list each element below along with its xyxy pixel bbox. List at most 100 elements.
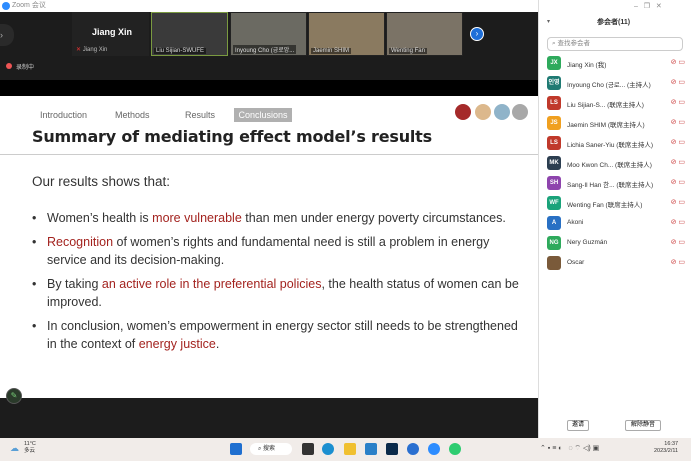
decor-dot	[455, 104, 471, 120]
participants-panel: – ❐ ✕ ▾ 参会者(11) ⌕ 查找参会者 JX Jiang Xin (我) ⊘…	[538, 0, 691, 438]
slide-tab-methods: Methods	[115, 110, 150, 120]
tile-name: Wenting Fan	[389, 48, 427, 54]
muted-mic-icon[interactable]: ⊘ ▭	[670, 239, 685, 246]
tray-icons[interactable]: ⌃ ▪ ≡ ◐ ◌ ⌔ ◁) ▣	[540, 445, 600, 452]
muted-mic-icon: ✕	[76, 47, 82, 53]
participant-row[interactable]: 인영 Inyoung Cho (긍로... (主持人) ⊘ ▭	[547, 76, 687, 92]
muted-mic-icon[interactable]: ⊘ ▭	[670, 79, 685, 86]
avatar: SH	[547, 176, 561, 190]
mail-icon[interactable]	[365, 443, 377, 455]
participant-row[interactable]: Oscar ⊘ ▭	[547, 256, 687, 272]
decor-dot	[494, 104, 510, 120]
muted-mic-icon[interactable]: ⊘ ▭	[670, 119, 685, 126]
photoshop-icon[interactable]	[386, 443, 398, 455]
participant-row[interactable]: JX Jiang Xin (我) ⊘ ▭	[547, 56, 687, 72]
edge-icon[interactable]	[322, 443, 334, 455]
taskbar-search[interactable]: ⌕ 搜索	[250, 443, 292, 455]
clock[interactable]: 16:37 2023/2/11	[654, 441, 679, 454]
taskbar: ☁ 11°C 多云 ⌕ 搜索 ⌃ ▪ ≡ ◐ ◌ ⌔ ◁) ▣ 16:37 2023…	[0, 438, 691, 461]
bullet: Women’s health is more vulnerable than m…	[32, 209, 522, 227]
wechat-icon[interactable]	[449, 443, 461, 455]
participant-row[interactable]: NG Nery Guzmán ⊘ ▭	[547, 236, 687, 252]
slide-intro: Our results shows that:	[32, 174, 171, 189]
search-input[interactable]: ⌕ 查找参会者	[547, 37, 683, 51]
video-tile[interactable]: Jaemin SHIM	[308, 12, 385, 56]
bullet: In conclusion, women’s empowerment in en…	[32, 317, 522, 353]
spacer	[0, 80, 538, 96]
participant-row[interactable]: LS Lichia Saner-Yiu (联席主持人) ⊘ ▭	[547, 136, 687, 152]
participant-name: Jiang Xin (我)	[567, 62, 607, 69]
avatar: NG	[547, 236, 561, 250]
participant-name: Jaemin SHIM (联席主持人)	[567, 122, 645, 129]
tile-name: Inyoung Cho (긍로앙...	[233, 45, 297, 54]
slide-tab-conclusions: Conclusions	[234, 108, 292, 122]
zoom-logo-icon	[2, 2, 10, 10]
avatar: JX	[547, 56, 561, 70]
speaker-name: Jiang Xin	[92, 27, 133, 37]
participant-name: Moo Kwon Ch... (联席主持人)	[567, 162, 652, 169]
recording-status: 录制中	[16, 65, 35, 71]
participant-name: Nery Guzmán	[567, 239, 608, 246]
app-icon[interactable]	[407, 443, 419, 455]
muted-mic-icon[interactable]: ⊘ ▭	[670, 99, 685, 106]
decor-dot	[512, 104, 528, 120]
slide-title: Summary of mediating effect model’s resu…	[32, 127, 432, 146]
weather-icon: ☁	[10, 443, 19, 453]
video-tile[interactable]: Liu Sijian-SWUFE	[151, 12, 228, 56]
panel-title: 参会者(11)	[597, 19, 631, 26]
participant-row[interactable]: MK Moo Kwon Ch... (联席主持人) ⊘ ▭	[547, 156, 687, 172]
unmute-button[interactable]: 解除静音	[625, 420, 661, 431]
annotate-pen-icon[interactable]: ✎	[6, 388, 22, 404]
muted-mic-icon[interactable]: ⊘ ▭	[670, 179, 685, 186]
avatar: MK	[547, 156, 561, 170]
start-icon[interactable]	[230, 443, 242, 455]
title-bar: Zoom 会议	[0, 0, 538, 12]
participant-name: Oscar	[567, 259, 585, 266]
shared-slide: Introduction Methods Results Conclusions…	[0, 96, 538, 398]
video-tile[interactable]: Inyoung Cho (긍로앙...	[230, 12, 307, 56]
bottom-area: ✎	[0, 388, 538, 438]
window-title: Zoom 会议	[12, 2, 46, 9]
muted-mic-icon[interactable]: ⊘ ▭	[670, 219, 685, 226]
invite-button[interactable]: 邀请	[567, 420, 589, 431]
participant-name: Sang-Il Han 한... (联席主持人)	[567, 182, 654, 189]
participant-row[interactable]: WF Wenting Fan (联席主持人) ⊘ ▭	[547, 196, 687, 212]
divider	[0, 154, 538, 155]
muted-mic-icon[interactable]: ⊘ ▭	[670, 199, 685, 206]
bullet-list: Women’s health is more vulnerable than m…	[32, 209, 522, 359]
prev-page-button[interactable]: ›	[0, 24, 14, 46]
zoom-taskbar-icon[interactable]	[428, 443, 440, 455]
weather-widget[interactable]: 11°C 多云	[24, 441, 36, 454]
participant-row[interactable]: LS Liu Sijian-S... (联席主持人) ⊘ ▭	[547, 96, 687, 112]
avatar: LS	[547, 136, 561, 150]
slide-tab-introduction: Introduction	[40, 110, 88, 120]
video-tile-speaker[interactable]: Jiang Xin ✕ Jiang Xin	[72, 12, 149, 56]
muted-mic-icon[interactable]: ⊘ ▭	[670, 159, 685, 166]
collapse-icon[interactable]: ▾	[547, 19, 551, 25]
participant-name: Lichia Saner-Yiu (联席主持人)	[567, 142, 654, 149]
participant-row[interactable]: JS Jaemin SHIM (联席主持人) ⊘ ▭	[547, 116, 687, 132]
avatar: A	[547, 216, 561, 230]
video-tile[interactable]: Wenting Fan	[386, 12, 463, 56]
avatar: LS	[547, 96, 561, 110]
participant-row[interactable]: SH Sang-Il Han 한... (联席主持人) ⊘ ▭	[547, 176, 687, 192]
participant-name: Wenting Fan (联席主持人)	[567, 202, 643, 209]
avatar: WF	[547, 196, 561, 210]
avatar	[547, 256, 561, 270]
tile-name: Liu Sijian-SWUFE	[154, 48, 207, 54]
muted-mic-icon[interactable]: ⊘ ▭	[670, 59, 685, 66]
next-page-button[interactable]: ›	[470, 27, 484, 41]
participant-name: Liu Sijian-S... (联席主持人)	[567, 102, 644, 109]
window-controls[interactable]: – ❐ ✕	[634, 3, 662, 10]
video-strip: › Jiang Xin ✕ Jiang Xin Liu Sijian-SWUFE…	[0, 12, 538, 80]
task-view-icon[interactable]	[302, 443, 314, 455]
recording-icon	[6, 63, 12, 69]
tile-name: Jiang Xin	[82, 47, 108, 53]
participant-name: Akoni	[567, 219, 584, 226]
decor-dot	[475, 104, 491, 120]
muted-mic-icon[interactable]: ⊘ ▭	[670, 139, 685, 146]
muted-mic-icon[interactable]: ⊘ ▭	[670, 259, 685, 266]
file-explorer-icon[interactable]	[344, 443, 356, 455]
avatar: JS	[547, 116, 561, 130]
participant-row[interactable]: A Akoni ⊘ ▭	[547, 216, 687, 232]
